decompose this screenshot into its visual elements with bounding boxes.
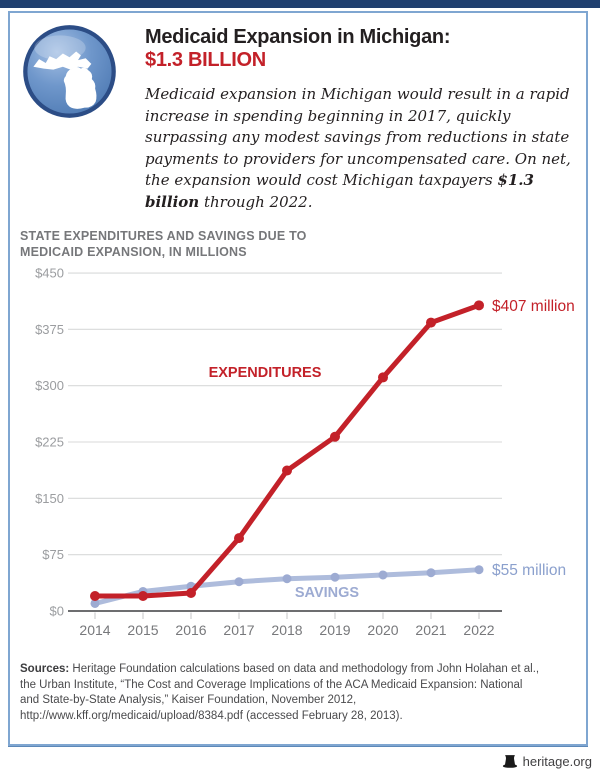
sources-text: Sources: Heritage Foundation calculation… bbox=[20, 662, 580, 724]
x-tick-label: 2019 bbox=[319, 622, 350, 638]
expenditures-data-point bbox=[234, 533, 244, 544]
sources-line: http://www.kff.org/medicaid/upload/8384.… bbox=[20, 709, 403, 722]
savings-data-point bbox=[474, 565, 484, 575]
x-tick-label: 2022 bbox=[463, 622, 494, 638]
savings-data-point bbox=[234, 577, 244, 587]
chart-title: STATE EXPENDITURES AND SAVINGS DUE TO ME… bbox=[20, 228, 307, 260]
summary-paragraph: Medicaid expansion in Michigan would res… bbox=[145, 84, 579, 213]
michigan-state-globe-icon bbox=[23, 25, 116, 118]
sources-line: the Urban Institute, “The Cost and Cover… bbox=[20, 678, 523, 691]
liberty-bell-icon bbox=[502, 755, 517, 768]
chart-title-line2: MEDICAID EXPANSION, IN MILLIONS bbox=[20, 245, 247, 259]
y-tick-label: $375 bbox=[35, 322, 64, 337]
top-accent-bar bbox=[0, 0, 600, 8]
expenditures-line bbox=[92, 302, 482, 599]
y-tick-label: $450 bbox=[35, 266, 64, 281]
savings-data-point bbox=[330, 572, 340, 582]
summary-bold-amount: $1.3 billion bbox=[145, 171, 534, 211]
y-tick-label: $0 bbox=[50, 604, 64, 619]
x-tick-label: 2020 bbox=[367, 622, 398, 638]
michigan-lower-peninsula bbox=[63, 66, 97, 109]
sources-label: Sources: bbox=[20, 663, 73, 675]
y-tick-label: $150 bbox=[35, 491, 64, 506]
savings-data-point bbox=[426, 568, 436, 578]
expenditures-end-value-label: $407 million bbox=[492, 298, 575, 315]
x-tick-label: 2021 bbox=[415, 622, 446, 638]
x-tick-label: 2017 bbox=[223, 622, 254, 638]
y-tick-label: $75 bbox=[42, 547, 64, 562]
expenditures-series-label: EXPENDITURES bbox=[209, 365, 322, 381]
line-chart: $0 $75 $150 $225 $300 $375 $450 2014 2015 2016 201… bbox=[35, 266, 575, 638]
expenditures-data-point bbox=[426, 317, 436, 328]
sources-line: Sources: Heritage Foundation calculation… bbox=[20, 663, 540, 675]
expenditures-data-point bbox=[282, 465, 292, 476]
page-title: Medicaid Expansion in Michigan: bbox=[145, 26, 451, 48]
savings-data-point bbox=[378, 570, 388, 580]
expenditures-data-point bbox=[474, 300, 484, 311]
expenditures-data-point bbox=[90, 590, 100, 601]
expenditures-data-point bbox=[378, 372, 388, 383]
savings-series-label: SAVINGS bbox=[295, 585, 360, 601]
x-tick-label: 2014 bbox=[79, 622, 110, 638]
x-tick-label: 2018 bbox=[271, 622, 302, 638]
sources-line: and State-by-State Analysis,” Kaiser Fou… bbox=[20, 694, 357, 706]
savings-data-point bbox=[282, 574, 292, 584]
y-tick-label: $300 bbox=[35, 378, 64, 393]
footer-link[interactable]: heritage.org bbox=[522, 754, 592, 769]
x-tick-label: 2016 bbox=[175, 622, 206, 638]
chart-title-line1: STATE EXPENDITURES AND SAVINGS DUE TO bbox=[20, 229, 307, 243]
expenditures-data-point bbox=[186, 587, 196, 598]
expenditures-data-point bbox=[330, 431, 340, 442]
header-block: Medicaid Expansion in Michigan: $1.3 BIL… bbox=[145, 26, 579, 213]
x-tick-label: 2015 bbox=[127, 622, 158, 638]
globe-highlight bbox=[34, 35, 86, 61]
savings-data-point bbox=[90, 598, 100, 608]
summary-text: Medicaid expansion in Michigan would res… bbox=[145, 85, 571, 189]
expenditures-data-point bbox=[138, 590, 148, 601]
y-tick-label: $225 bbox=[35, 435, 64, 450]
savings-end-value-label: $55 million bbox=[492, 562, 566, 579]
summary-text-end: through 2022. bbox=[199, 192, 313, 211]
page-title-amount: $1.3 BILLION bbox=[145, 49, 266, 71]
footer: heritage.org bbox=[502, 753, 592, 770]
content-panel bbox=[8, 11, 588, 746]
michigan-upper-peninsula bbox=[33, 51, 92, 70]
